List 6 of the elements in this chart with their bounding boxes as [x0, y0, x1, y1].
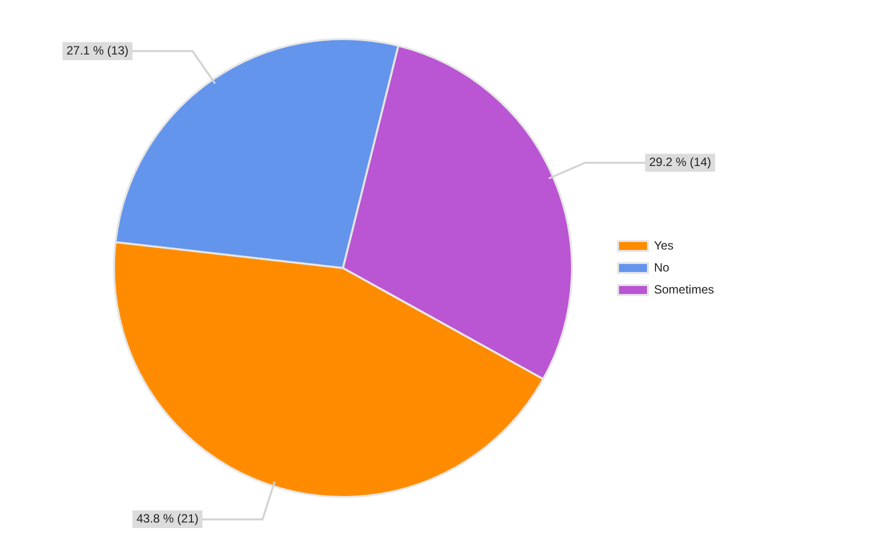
legend-label: Sometimes [654, 282, 714, 296]
legend-label: No [654, 260, 670, 274]
data-label: 43.8 % (21) [136, 512, 199, 526]
data-label: 27.1 % (13) [66, 43, 129, 58]
legend-label: Yes [654, 238, 674, 252]
data-label: 29.2 % (14) [649, 155, 712, 170]
